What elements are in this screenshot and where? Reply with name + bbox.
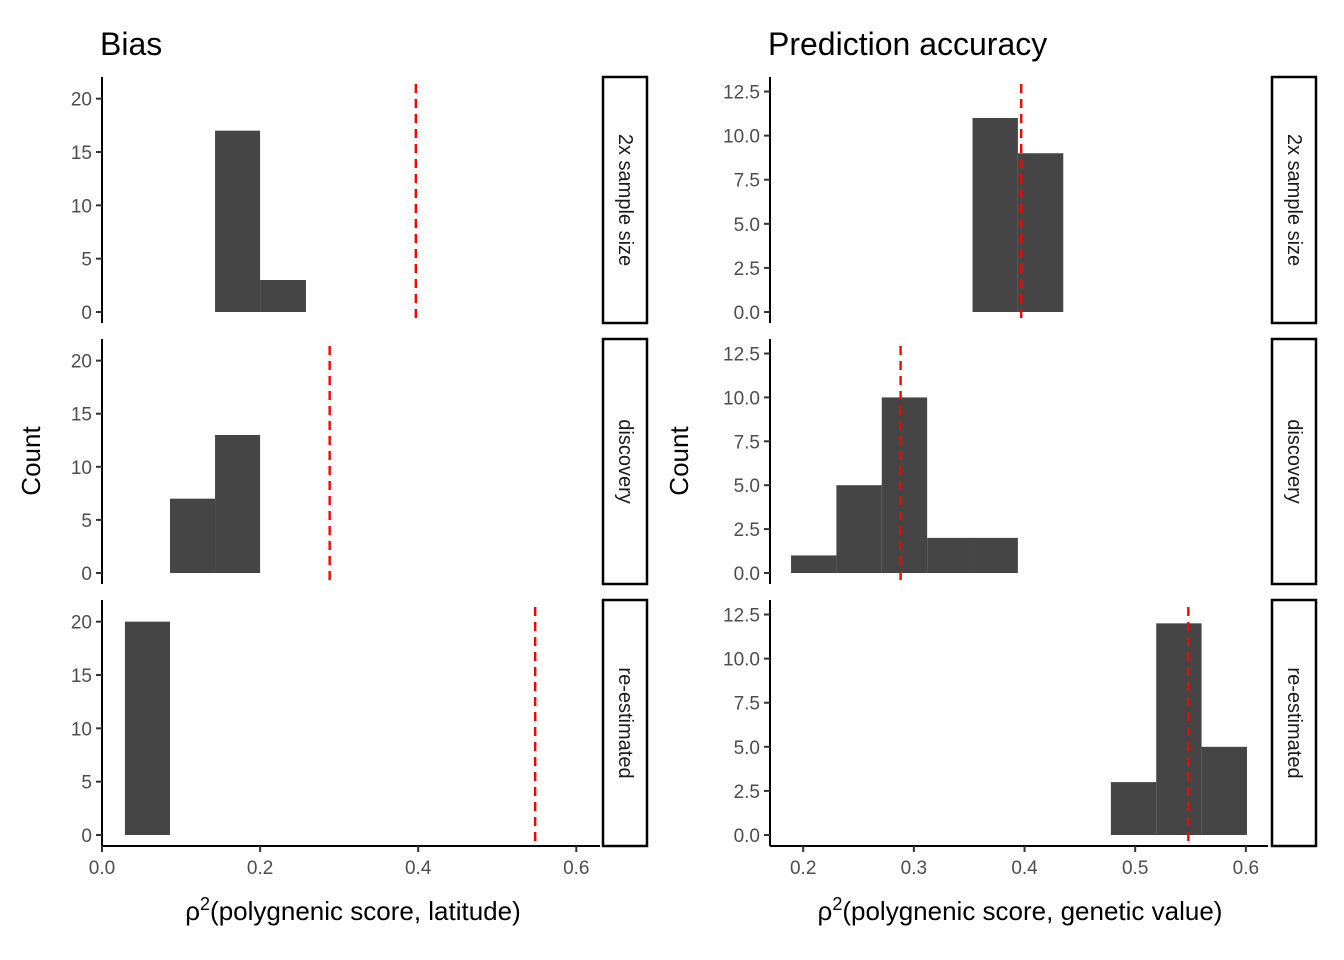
- chart-1-panel-0-bar-0: [972, 117, 1018, 312]
- chart-0-panel-1-y-tick-label-3: 15: [71, 405, 92, 426]
- chart-0-bias: Bias Count ρ2(polygnenic score, latitude) 0…: [16, 26, 649, 926]
- chart-0-panel-2-y-tick-label-3: 15: [71, 666, 92, 687]
- chart-1-panel-0-bar-1: [1017, 153, 1064, 312]
- chart-1-x-tick-label-0: 0.2: [790, 858, 816, 879]
- chart-1-panel-2-y-tick-label-3: 7.5: [734, 694, 760, 715]
- chart-0-panel-2: 0 5 10 15 20 re-estimated: [71, 598, 649, 848]
- chart-0-panel-0-y-tick-label-4: 20: [71, 90, 92, 111]
- chart-0-panel-1-strip-box: [601, 337, 649, 586]
- chart-0-panel-1-y-tick-label-4: 20: [71, 352, 92, 373]
- chart-0-panel-0-bar-1: [260, 280, 306, 312]
- chart-0-panel-2-strip-label: re-estimated: [614, 667, 636, 778]
- chart-1-title: Prediction accuracy: [768, 26, 1047, 62]
- chart-0-panel-2-y-tick-label-0: 0: [81, 826, 92, 847]
- chart-1-x-tick-label-3: 0.5: [1122, 858, 1148, 879]
- chart-0-panel-0-strip-label: 2x sample size: [614, 134, 636, 266]
- chart-0-panel-1-strip-label: discovery: [614, 419, 636, 503]
- chart-1-panel-1: 0.0 2.5 5.0 7.5 10.0 12.5 discovery: [723, 337, 1318, 586]
- chart-0-panel-1: 0 5 10 15 20 discovery: [71, 337, 649, 586]
- chart-1-panel-1-strip-label: discovery: [1283, 419, 1305, 503]
- chart-1-x-tick-label-1: 0.3: [901, 858, 927, 879]
- chart-0-panel-1-y-tick-label-2: 10: [71, 458, 92, 479]
- chart-1-panel-2: 0.0 2.5 5.0 7.5 10.0 12.5 re-estimated: [723, 598, 1318, 848]
- chart-1-panel-0-strip-box: [1270, 75, 1318, 325]
- chart-1-panel-1-y-tick-label-3: 7.5: [734, 432, 760, 453]
- chart-0-panel-2-y-tick-label-4: 20: [71, 613, 92, 634]
- chart-1-panel-0-y-tick-label-0: 0.0: [734, 303, 760, 324]
- chart-1-panel-2-bar-0: [1110, 782, 1157, 835]
- chart-1-panel-0: 0.0 2.5 5.0 7.5 10.0 12.5 2x sample size: [723, 75, 1318, 325]
- chart-1-prediction-accuracy: Prediction accuracy Count ρ2(polygnenic sc…: [664, 26, 1318, 926]
- chart-0-panel-0-y-tick-label-2: 10: [71, 196, 92, 217]
- chart-0-panel-2-bar-0: [124, 621, 170, 835]
- chart-0-panel-2-y-tick-label-1: 5: [81, 773, 92, 794]
- chart-1-panel-1-y-tick-label-0: 0.0: [734, 564, 760, 585]
- chart-1-panel-2-y-tick-label-0: 0.0: [734, 826, 760, 847]
- chart-1-x-axis-label: ρ2(polygnenic score, genetic value): [818, 894, 1223, 926]
- chart-0-panel-0: 0 5 10 15 20 2x sample size: [71, 75, 649, 325]
- chart-1-panel-0-y-tick-label-2: 5.0: [734, 215, 760, 236]
- chart-0-panel-1-bar-1: [215, 434, 261, 573]
- chart-1-y-axis-label: Count: [664, 426, 694, 496]
- chart-0-x-tick-label-3: 0.6: [563, 858, 589, 879]
- chart-1-panel-2-y-tick-label-1: 2.5: [734, 782, 760, 803]
- chart-1-panel-0-y-tick-label-3: 7.5: [734, 171, 760, 192]
- chart-1-panel-0-y-tick-label-1: 2.5: [734, 259, 760, 280]
- chart-0-panel-0-strip-box: [601, 75, 649, 325]
- chart-0-x-tick-label-0: 0.0: [89, 858, 115, 879]
- chart-0-panel-0-y-tick-label-3: 15: [71, 143, 92, 164]
- chart-0-panel-2-strip-box: [601, 598, 649, 848]
- chart-1-panel-1-bar-2: [881, 397, 928, 573]
- chart-1-panel-1-bar-4: [972, 537, 1018, 573]
- chart-0-panel-1-y-tick-label-0: 0: [81, 564, 92, 585]
- chart-1-panel-1-bar-1: [836, 485, 882, 573]
- chart-1-panel-0-y-tick-label-4: 10.0: [723, 127, 760, 148]
- chart-0-title: Bias: [100, 26, 162, 62]
- chart-0-x-axis-label: ρ2(polygnenic score, latitude): [185, 894, 521, 926]
- chart-0-panel-0-bar-0: [215, 130, 261, 312]
- chart-1-panel-2-y-tick-label-2: 5.0: [734, 738, 760, 759]
- chart-1-panel-1-y-tick-label-2: 5.0: [734, 476, 760, 497]
- chart-1-panel-2-strip-label: re-estimated: [1283, 667, 1305, 778]
- chart-1-x-tick-label-2: 0.4: [1011, 858, 1038, 879]
- chart-0-panel-1-y-tick-label-1: 5: [81, 511, 92, 532]
- chart-1-panel-1-bar-3: [927, 537, 973, 573]
- chart-0-x-tick-label-2: 0.4: [405, 858, 432, 879]
- chart-1-panel-2-bar-1: [1156, 623, 1202, 835]
- chart-1-panel-2-bar-2: [1201, 746, 1247, 835]
- chart-0-panel-0-y-tick-label-0: 0: [81, 303, 92, 324]
- chart-1-panel-1-y-tick-label-1: 2.5: [734, 520, 760, 541]
- chart-1-panel-2-y-tick-label-4: 10.0: [723, 650, 760, 671]
- chart-1-panel-1-y-tick-label-5: 12.5: [723, 345, 760, 366]
- chart-1-panel-1-bar-0: [791, 555, 837, 573]
- chart-0-x-tick-label-1: 0.2: [247, 858, 273, 879]
- chart-1-panel-0-strip-label: 2x sample size: [1283, 134, 1305, 266]
- chart-0-y-axis-label: Count: [16, 426, 46, 496]
- chart-1-panel-1-y-tick-label-4: 10.0: [723, 388, 760, 409]
- chart-1-panel-2-strip-box: [1270, 598, 1318, 848]
- chart-1-panel-1-strip-box: [1270, 337, 1318, 586]
- chart-0-panel-1-bar-0: [169, 498, 216, 573]
- chart-1-panel-2-y-tick-label-5: 12.5: [723, 606, 760, 627]
- chart-0-panel-0-y-tick-label-1: 5: [81, 250, 92, 271]
- chart-0-panel-2-y-tick-label-2: 10: [71, 719, 92, 740]
- chart-1-x-tick-label-4: 0.6: [1233, 858, 1259, 879]
- chart-1-panel-0-y-tick-label-5: 12.5: [723, 83, 760, 104]
